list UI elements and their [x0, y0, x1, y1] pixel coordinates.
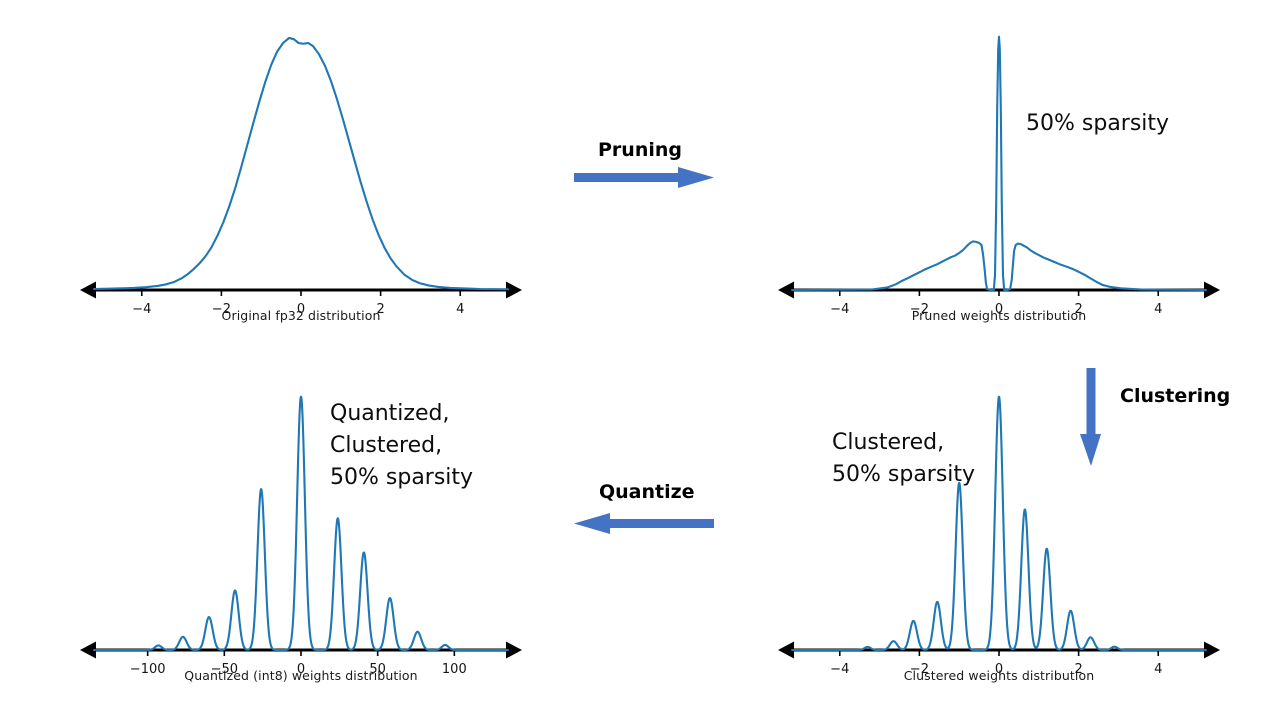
chart-clustered-weights: −4 −2 0 2 4 Clustered weights distribution [760, 368, 1238, 708]
x-tick-label: 0 [995, 302, 1003, 317]
x-tick-label: 4 [1154, 302, 1162, 317]
chart-xlabel-pruned: Pruned weights distribution [911, 308, 1087, 323]
x-tick-label: −50 [211, 662, 238, 677]
density-curve [790, 395, 1208, 652]
x-tick-label: −2 [910, 302, 929, 317]
x-tick-label: −4 [830, 302, 849, 317]
x-tick-label: 0 [995, 662, 1003, 677]
x-tick-label: 4 [1154, 662, 1162, 677]
x-tick-label: 100 [442, 662, 467, 677]
x-tick-label: 2 [376, 302, 384, 317]
x-tick-label: −4 [132, 302, 151, 317]
x-tick-label: 2 [1074, 662, 1082, 677]
x-tick-label: 4 [456, 302, 464, 317]
x-tick-label: −2 [212, 302, 231, 317]
quantize-arrow-icon [574, 513, 714, 534]
x-tick-label: 2 [1074, 302, 1082, 317]
annotation-pruned-sparsity: 50% sparsity [1026, 111, 1170, 136]
x-tick-label: 50 [369, 662, 386, 677]
pruned-weights-plot: −4 −2 0 2 4 [778, 35, 1220, 317]
density-curve [92, 36, 510, 291]
density-curve [790, 35, 1208, 292]
clustering-arrow-icon [1080, 368, 1101, 466]
arrow-label-pruning: Pruning [598, 139, 682, 161]
x-tick-label: −4 [830, 662, 849, 677]
chart-xlabel-original: Original fp32 distribution [221, 308, 381, 323]
x-tick-label: 0 [297, 302, 305, 317]
arrow-label-quantize: Quantize [599, 481, 695, 503]
annotation-quantized-sparsity: Quantized, Clustered, 50% sparsity [330, 401, 474, 490]
arrow-label-clustering: Clustering [1120, 385, 1231, 407]
x-tick-label: −100 [130, 662, 166, 677]
chart-xlabel-quantized: Quantized (int8) weights distribution [184, 668, 418, 683]
chart-original-fp32: −4 −2 0 2 4 Original fp32 distribution [62, 8, 540, 348]
quantized-int8-plot: −100 −50 0 50 100 [80, 395, 522, 677]
pruning-arrow-icon [574, 167, 714, 188]
chart-quantized-int8: −100 −50 0 50 100 Quantized (int8) weights d… [62, 368, 540, 708]
chart-xlabel-clustered: Clustered weights distribution [903, 668, 1095, 683]
density-curve [92, 395, 510, 652]
chart-pruned-weights: −4 −2 0 2 4 Pruned weights distribution [760, 8, 1238, 348]
original-fp32-plot: −4 −2 0 2 4 [80, 36, 522, 317]
clustered-weights-plot: −4 −2 0 2 4 [778, 395, 1220, 677]
x-tick-label: −2 [910, 662, 929, 677]
x-tick-label: 0 [297, 662, 305, 677]
annotation-clustered-sparsity: Clustered, 50% sparsity [832, 430, 976, 487]
